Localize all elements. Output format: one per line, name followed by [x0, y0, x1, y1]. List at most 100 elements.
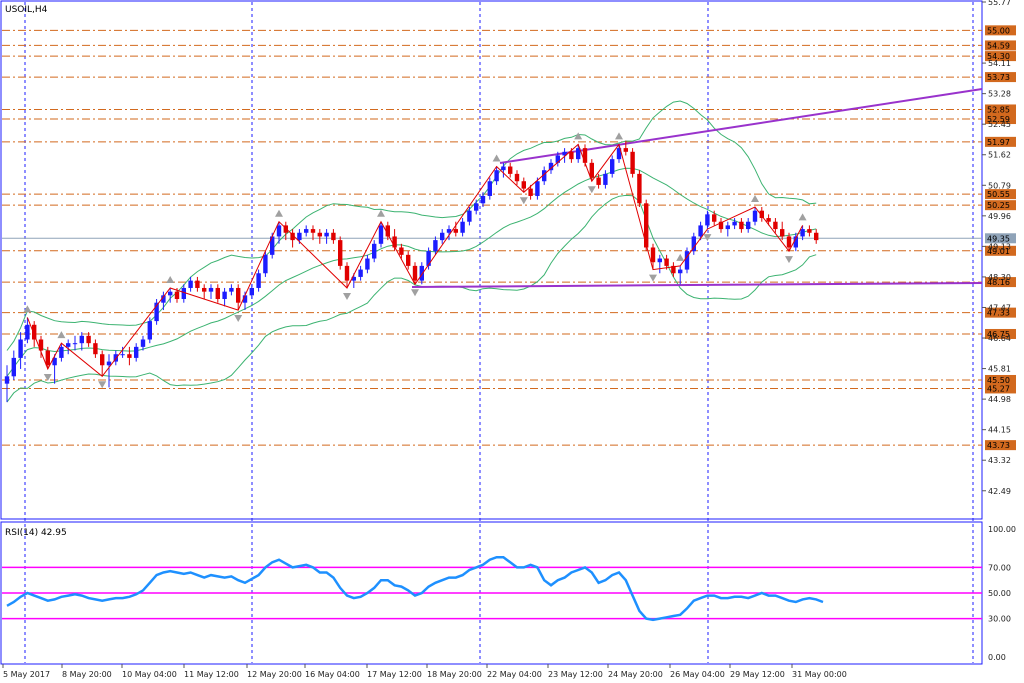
candle-body	[725, 225, 730, 230]
candle-body	[276, 225, 282, 237]
candle-body	[480, 195, 486, 204]
candle-body	[93, 343, 98, 355]
candle-body	[242, 295, 248, 303]
price-tick-label: 48.30	[988, 273, 1011, 282]
level-label-bg	[985, 307, 1016, 318]
candle-body	[174, 291, 180, 300]
fractal-up-arrow	[798, 213, 807, 221]
candle-body	[290, 232, 295, 241]
level-label: 48.16	[987, 278, 1010, 287]
candle-body	[385, 225, 390, 237]
candle-body	[168, 291, 173, 296]
price-tick-label: 49.13	[988, 242, 1011, 251]
candle-body	[25, 324, 30, 340]
fractal-down-arrow	[98, 381, 107, 389]
candle-body	[440, 232, 445, 241]
candle-body	[766, 218, 771, 222]
level-label-bg	[985, 104, 1016, 115]
price-tick-label: 45.81	[988, 365, 1011, 374]
fractal-down-arrow	[587, 186, 596, 194]
bollinger-middle	[6, 167, 817, 377]
candle-body	[800, 229, 805, 237]
candle-body	[596, 177, 601, 185]
candle-body	[263, 254, 268, 274]
candle-body	[569, 151, 574, 160]
chart-title: USOIL,H4	[5, 5, 48, 15]
price-tick-label: 49.96	[988, 212, 1011, 221]
fractal-up-arrow	[676, 253, 685, 261]
candle-body	[161, 295, 166, 303]
candle-body	[45, 350, 50, 366]
time-label: 8 May 20:00	[62, 670, 112, 679]
level-label-bg	[985, 328, 1016, 339]
price-tick-label: 44.15	[988, 426, 1011, 435]
candle-body	[127, 354, 132, 358]
fractal-up-arrow	[57, 331, 66, 339]
candle-body	[195, 280, 200, 288]
fractal-down-arrow	[43, 373, 52, 381]
candle-body	[555, 155, 560, 163]
candle-body	[514, 173, 520, 182]
candle-body	[610, 159, 615, 174]
fractal-down-arrow	[343, 292, 351, 300]
level-label-bg	[985, 40, 1016, 51]
candle-body	[773, 221, 778, 230]
rsi-indicator: 100.00 70.00 50.00 30.00 0.00	[2, 525, 1016, 662]
zigzag	[23, 132, 807, 389]
level-label: 47.33	[987, 309, 1010, 318]
time-label: 16 May 04:00	[305, 670, 360, 679]
level-label-bg	[985, 277, 1016, 288]
candle-body	[419, 265, 424, 281]
fractal-up-arrow	[751, 195, 759, 203]
current-price-bg	[985, 233, 1016, 244]
candle-body	[548, 162, 554, 171]
fractal-up-arrow	[615, 132, 623, 140]
time-label: 29 May 12:00	[730, 670, 785, 679]
candle-body	[746, 221, 751, 230]
level-label: 45.50	[987, 376, 1010, 385]
candle-body	[208, 287, 214, 292]
candle-body	[32, 324, 37, 340]
candle-body	[657, 258, 662, 263]
level-label: 52.85	[987, 105, 1010, 114]
time-label: 18 May 20:00	[427, 670, 482, 679]
candle-body	[365, 258, 370, 270]
candle-body	[351, 276, 356, 281]
candle-body	[752, 210, 758, 222]
candle-body	[759, 210, 764, 219]
candle-body	[188, 280, 193, 288]
zigzag-line	[26, 143, 804, 378]
level-label: 43.73	[987, 441, 1010, 450]
level-label: 55.00	[987, 26, 1010, 35]
time-label: 31 May 00:00	[792, 670, 847, 679]
candle-body	[603, 173, 608, 185]
candle-body	[59, 346, 64, 358]
level-label-bg	[985, 72, 1016, 83]
rsi-title: RSI(14) 42.95	[5, 528, 67, 538]
level-label-bg	[985, 383, 1016, 394]
price-tick-label: 47.47	[988, 303, 1011, 312]
time-label: 23 May 12:00	[548, 670, 603, 679]
candle-body	[79, 335, 84, 344]
main-panel-frame	[0, 0, 983, 520]
candle-body	[576, 148, 581, 160]
candle-body	[72, 343, 78, 345]
candle-body	[589, 162, 594, 178]
candle-body	[426, 251, 431, 266]
fractal-down-arrow	[519, 197, 528, 205]
candle-body	[120, 354, 125, 356]
candle-body	[474, 203, 479, 211]
candle-body	[324, 232, 329, 237]
bollinger-lower	[6, 194, 817, 403]
fractal-down-arrow	[234, 315, 243, 323]
candle-body	[582, 148, 588, 163]
candle-body	[338, 240, 343, 266]
candle-body	[372, 243, 377, 259]
bollinger-bands	[6, 100, 817, 403]
candle-body	[52, 357, 57, 366]
candle-body	[793, 236, 798, 248]
candle-body	[202, 287, 207, 292]
level-label: 54.30	[987, 52, 1010, 61]
candle-body	[786, 236, 792, 248]
price-tick-label: 43.32	[988, 456, 1011, 465]
